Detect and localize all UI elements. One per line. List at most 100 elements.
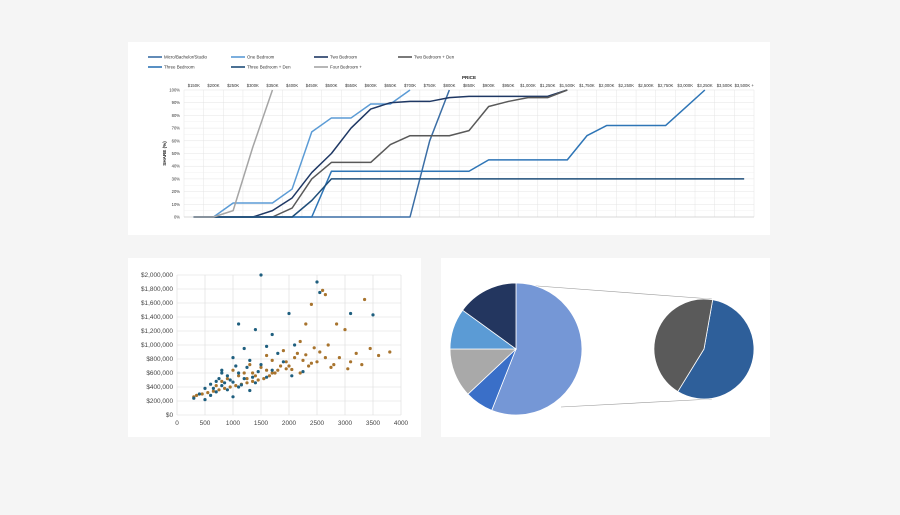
x-tick-label: $200K [207,83,219,88]
scatter-point [251,375,255,379]
y-tick-label: 20% [172,189,181,194]
scatter-point [225,388,229,392]
scatter-point [251,371,255,375]
scatter-point [284,367,288,371]
scatter-point [237,374,241,378]
scatter-point [228,378,232,382]
scatter-point [309,302,313,306]
x-tick-label: $450K [306,83,318,88]
scatter-point [242,346,246,351]
scatter-point [281,349,285,353]
y-tick-label: 0% [174,215,180,220]
y-tick-label: 80% [172,113,181,118]
x-axis-title: PRICE [462,75,476,80]
scatter-point [211,389,215,393]
scatter-point [265,353,269,358]
secondary-pie-slice-0 [677,299,755,400]
scatter-point [203,386,207,390]
scatter-point [337,356,341,360]
scatter-point [237,322,241,326]
x-tick-label: $2,250K [618,83,634,88]
x-tick-label: $550K [345,83,357,88]
scatter-point [253,381,257,385]
scatter-point [231,368,235,372]
scatter-point [253,328,257,332]
scatter-point [262,377,266,381]
x-tick-label: $700K [404,83,416,88]
y-tick-label: 30% [172,176,181,181]
x-tick-label: $950K [502,83,514,88]
scatter-point [265,344,269,348]
scatter-point [273,371,277,375]
y-tick-label: $600,000 [146,370,173,377]
scatter-point [220,384,224,388]
scatter-point [211,386,215,390]
x-tick-label: $300K [247,83,259,88]
scatter-point [287,364,291,368]
scatter-point [225,377,229,381]
scatter-point [214,379,218,383]
scatter-point [214,390,218,394]
scatter-point [298,339,302,344]
x-tick-label: $3,250K [697,83,713,88]
x-tick-label: $650K [384,83,396,88]
scatter-point [245,377,249,381]
x-tick-label: $900K [483,83,495,88]
x-tick-label: $3,500K [717,83,733,88]
y-axis-title: SHARE (%) [162,141,167,166]
scatter-point [217,388,221,392]
x-tick-label: $350K [266,83,278,88]
scatter-point [326,343,330,347]
y-tick-label: $1,400,000 [141,314,173,321]
series-line-1 [193,89,411,218]
scatter-point [377,353,381,358]
legend-label: Two Bedroom + Den [414,55,455,60]
scatter-point [270,332,274,337]
x-tick-label: 1500 [254,420,269,427]
scatter-point [290,367,294,372]
scatter-point [228,385,232,389]
y-tick-label: 10% [172,202,181,207]
scatter-point [295,351,299,355]
connector-line-top [523,284,713,300]
x-tick-label: $3,000K [677,83,693,88]
scatter-point [239,383,243,387]
scatter-point [315,360,319,364]
scatter-point [242,371,246,375]
x-tick-label: $500K [325,83,337,88]
y-tick-label: $2,000,000 [141,272,173,279]
x-tick-label: $1,000K [520,83,536,88]
scatter-point [309,361,313,365]
scatter-point [192,396,196,400]
x-tick-label: 1000 [226,420,241,427]
series-line-6 [193,89,274,218]
y-tick-label: 40% [172,164,181,169]
x-tick-label: 2000 [282,420,297,427]
scatter-point [234,384,238,388]
scatter-point [312,346,316,350]
scatter-point [234,364,238,368]
scatter-point [195,393,199,397]
scatter-point [315,280,319,284]
y-tick-label: $1,800,000 [141,286,173,293]
scatter-point [209,393,213,397]
scatter-point [209,382,213,386]
scatter-point [388,350,392,354]
scatter-point [284,360,288,364]
scatter-point [248,358,252,362]
y-tick-label: $0 [166,412,174,419]
scatter-point [259,363,263,367]
y-tick-label: $800,000 [146,356,173,363]
y-tick-label: 60% [172,138,181,143]
legend-label: Three Bedroom [164,65,195,70]
scatter-point [220,368,224,372]
scatter-point [220,379,224,383]
scatter-point [343,328,347,332]
x-tick-label: $750K [424,83,436,88]
x-tick-label: $850K [463,83,475,88]
scatter-point [276,351,280,355]
scatter-point [279,364,283,368]
scatter-point [223,386,227,390]
scatter-point [265,368,269,372]
scatter-point [318,350,322,354]
